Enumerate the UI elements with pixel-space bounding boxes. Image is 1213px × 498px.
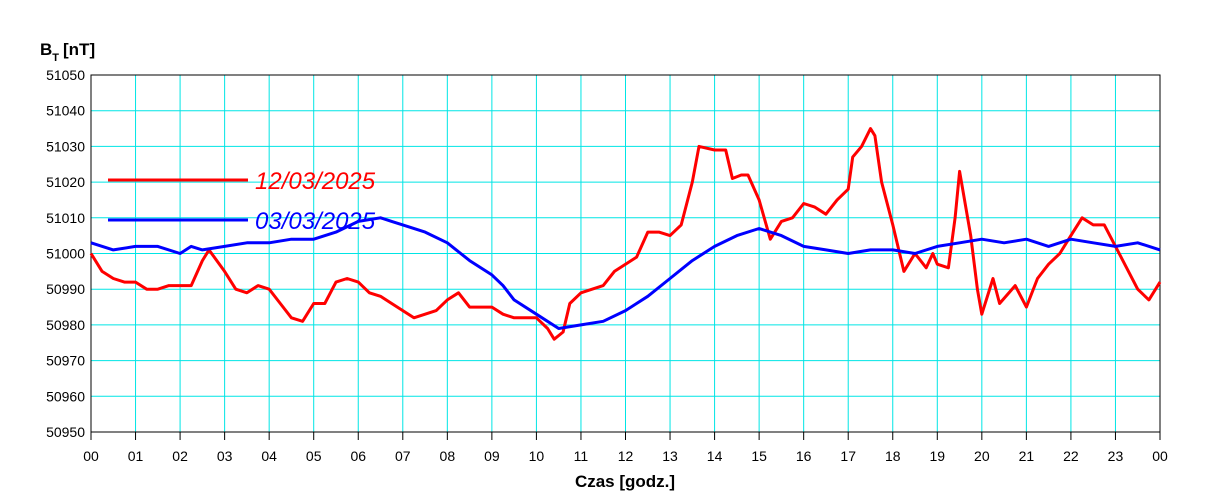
- x-tick-label: 16: [796, 448, 812, 464]
- y-tick-label: 51000: [46, 246, 85, 262]
- x-tick-label: 15: [751, 448, 767, 464]
- series-line: [90, 216, 1161, 330]
- y-tick-label: 50970: [46, 353, 85, 369]
- x-tick-label: 04: [261, 448, 277, 464]
- y-tick-label: 51010: [46, 210, 85, 226]
- x-tick-label: 07: [395, 448, 411, 464]
- x-tick-label: 14: [707, 448, 723, 464]
- y-tick-label: 50990: [46, 281, 85, 297]
- x-tick-label: 22: [1063, 448, 1079, 464]
- x-tick-label: 20: [974, 448, 990, 464]
- x-tick-label: 19: [930, 448, 946, 464]
- x-tick-label: 02: [172, 448, 188, 464]
- y-tick-label: 51050: [46, 67, 85, 83]
- x-tick-label: 03: [217, 448, 233, 464]
- x-tick-label: 10: [529, 448, 545, 464]
- x-tick-label: 01: [128, 448, 144, 464]
- x-tick-label: 21: [1019, 448, 1035, 464]
- x-tick-label: 18: [885, 448, 901, 464]
- x-tick-label: 13: [662, 448, 678, 464]
- y-tick-label: 51030: [46, 138, 85, 154]
- y-label-unit: [nT]: [63, 40, 95, 59]
- series-line: [89, 127, 1162, 341]
- x-tick-label: 00: [83, 448, 99, 464]
- x-tick-label: 12: [618, 448, 634, 464]
- y-tick-label: 50950: [46, 424, 85, 440]
- x-tick-label: 09: [484, 448, 500, 464]
- y-label-main: B: [40, 40, 52, 59]
- x-tick-label: 08: [440, 448, 456, 464]
- y-label-sub: T: [52, 52, 59, 64]
- x-tick-label: 17: [840, 448, 856, 464]
- x-tick-label: 23: [1108, 448, 1124, 464]
- x-tick-label: 05: [306, 448, 322, 464]
- legend-label: 12/03/2025: [255, 168, 376, 195]
- y-tick-label: 51040: [46, 103, 85, 119]
- y-tick-label: 50980: [46, 317, 85, 333]
- y-tick-label: 51020: [46, 174, 85, 190]
- x-tick-label: 06: [350, 448, 366, 464]
- legend-label: 03/03/2025: [255, 208, 376, 235]
- y-tick-label: 50960: [46, 388, 85, 404]
- x-tick-label: 00: [1152, 448, 1168, 464]
- x-axis-label: Czas [godz.]: [575, 472, 675, 491]
- x-tick-label: 11: [574, 448, 589, 464]
- y-axis-label: BT [nT]: [40, 40, 95, 64]
